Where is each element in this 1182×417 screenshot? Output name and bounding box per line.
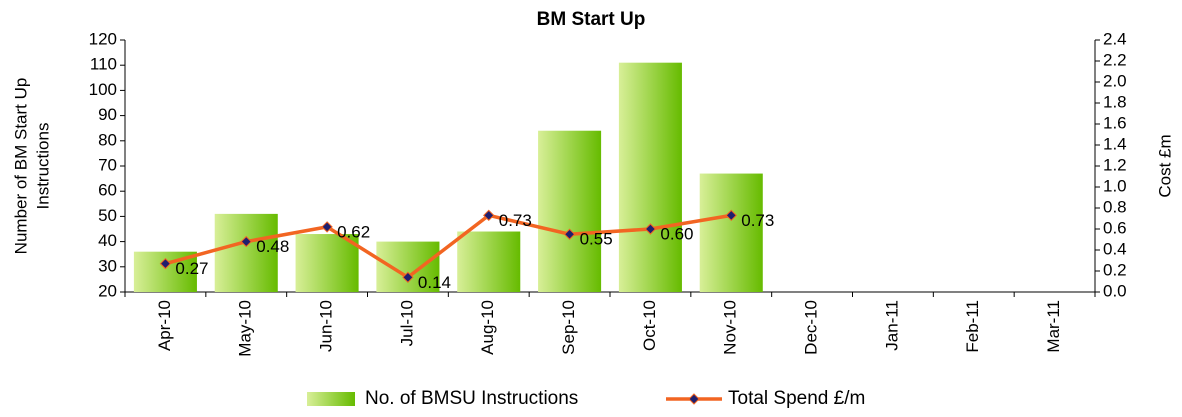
marker xyxy=(240,235,252,248)
bar xyxy=(376,241,440,292)
data-label: 0.14 xyxy=(418,273,451,292)
y2-tick-label: 1.6 xyxy=(1103,113,1127,132)
x-tick-label: Sep-10 xyxy=(559,300,578,355)
x-tick-label: Jul-10 xyxy=(397,300,416,346)
legend-swatch xyxy=(688,393,700,405)
y-tick-label: 30 xyxy=(98,256,117,275)
marker xyxy=(725,209,737,222)
line xyxy=(164,213,732,280)
x-tick-label: Jun-10 xyxy=(317,300,336,352)
y-tick-label: 110 xyxy=(90,55,117,74)
y-tick-label: 120 xyxy=(89,29,117,48)
y-tick-label: 50 xyxy=(98,206,117,225)
marker xyxy=(321,221,333,233)
data-label: 0.55 xyxy=(580,230,613,249)
y2-tick-label: 1.8 xyxy=(1103,92,1127,111)
y2-tick-label: 0.6 xyxy=(1103,218,1127,237)
chart-title: BM Start Up xyxy=(537,9,646,30)
y-tick-label: 90 xyxy=(98,105,117,124)
bar xyxy=(214,213,278,292)
legend-label: Total Spend £/m xyxy=(728,388,865,409)
y-tick-label: 100 xyxy=(89,80,117,99)
x-tick-label: Mar-11 xyxy=(1044,300,1063,353)
x-tick-label: Aug-10 xyxy=(478,300,497,355)
y-tick-label: 80 xyxy=(98,130,117,149)
bar xyxy=(457,231,521,292)
legend-label: No. of BMSU Instructions xyxy=(365,388,578,409)
marker xyxy=(644,223,657,235)
y2-tick-label: 2.0 xyxy=(1103,71,1127,90)
bar xyxy=(538,130,602,292)
data-label: 0.73 xyxy=(499,211,532,230)
x-tick-label: Oct-10 xyxy=(640,300,659,351)
y2-tick-label: 1.0 xyxy=(1103,176,1127,195)
marker xyxy=(159,257,172,270)
y-tick-label: 40 xyxy=(98,231,117,250)
data-label: 0.27 xyxy=(175,259,208,278)
data-label: 0.48 xyxy=(256,237,289,256)
bar xyxy=(295,234,359,292)
bar xyxy=(618,62,682,293)
data-label: 0.73 xyxy=(741,211,774,230)
y2-axis-label: Cost £m xyxy=(1155,134,1174,197)
y2-tick-label: 1.2 xyxy=(1103,155,1127,174)
y2-tick-label: 2.2 xyxy=(1103,50,1127,69)
bar xyxy=(699,173,763,292)
x-tick-label: Apr-10 xyxy=(155,300,174,351)
y-tick-label: 60 xyxy=(98,181,117,200)
y2-tick-label: 1.4 xyxy=(1103,134,1127,153)
x-tick-label: Dec-10 xyxy=(802,300,821,355)
x-tick-label: Nov-10 xyxy=(721,300,740,355)
data-label: 0.60 xyxy=(660,224,693,243)
y2-tick-label: 0.4 xyxy=(1103,239,1127,258)
marker xyxy=(483,209,495,222)
x-tick-label: Jan-11 xyxy=(882,300,901,351)
marker xyxy=(402,271,414,284)
y2-tick-label: 2.4 xyxy=(1103,29,1127,48)
data-label: 0.62 xyxy=(337,222,370,241)
y2-tick-label: 0.2 xyxy=(1103,260,1127,279)
y-axis-label: Number of BM Start Up xyxy=(11,78,30,255)
marker xyxy=(563,228,576,240)
x-tick-label: Feb-11 xyxy=(963,300,982,353)
y-axis-label: Instructions xyxy=(33,123,52,210)
y-tick-label: 20 xyxy=(98,281,117,300)
y-tick-label: 70 xyxy=(98,155,117,174)
y2-tick-label: 0.0 xyxy=(1103,281,1127,300)
x-tick-label: May-10 xyxy=(236,300,255,357)
legend-swatch xyxy=(307,392,355,406)
y2-tick-label: 0.8 xyxy=(1103,197,1127,216)
